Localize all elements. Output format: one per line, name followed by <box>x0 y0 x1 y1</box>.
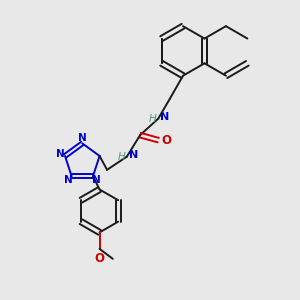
Text: N: N <box>64 175 73 185</box>
Text: N: N <box>56 149 65 159</box>
Text: O: O <box>161 134 172 147</box>
Text: H: H <box>149 114 157 124</box>
Text: N: N <box>128 150 138 160</box>
Text: N: N <box>78 134 87 143</box>
Text: N: N <box>92 175 100 185</box>
Text: N: N <box>160 112 169 122</box>
Text: O: O <box>94 251 105 265</box>
Text: H: H <box>118 152 125 162</box>
